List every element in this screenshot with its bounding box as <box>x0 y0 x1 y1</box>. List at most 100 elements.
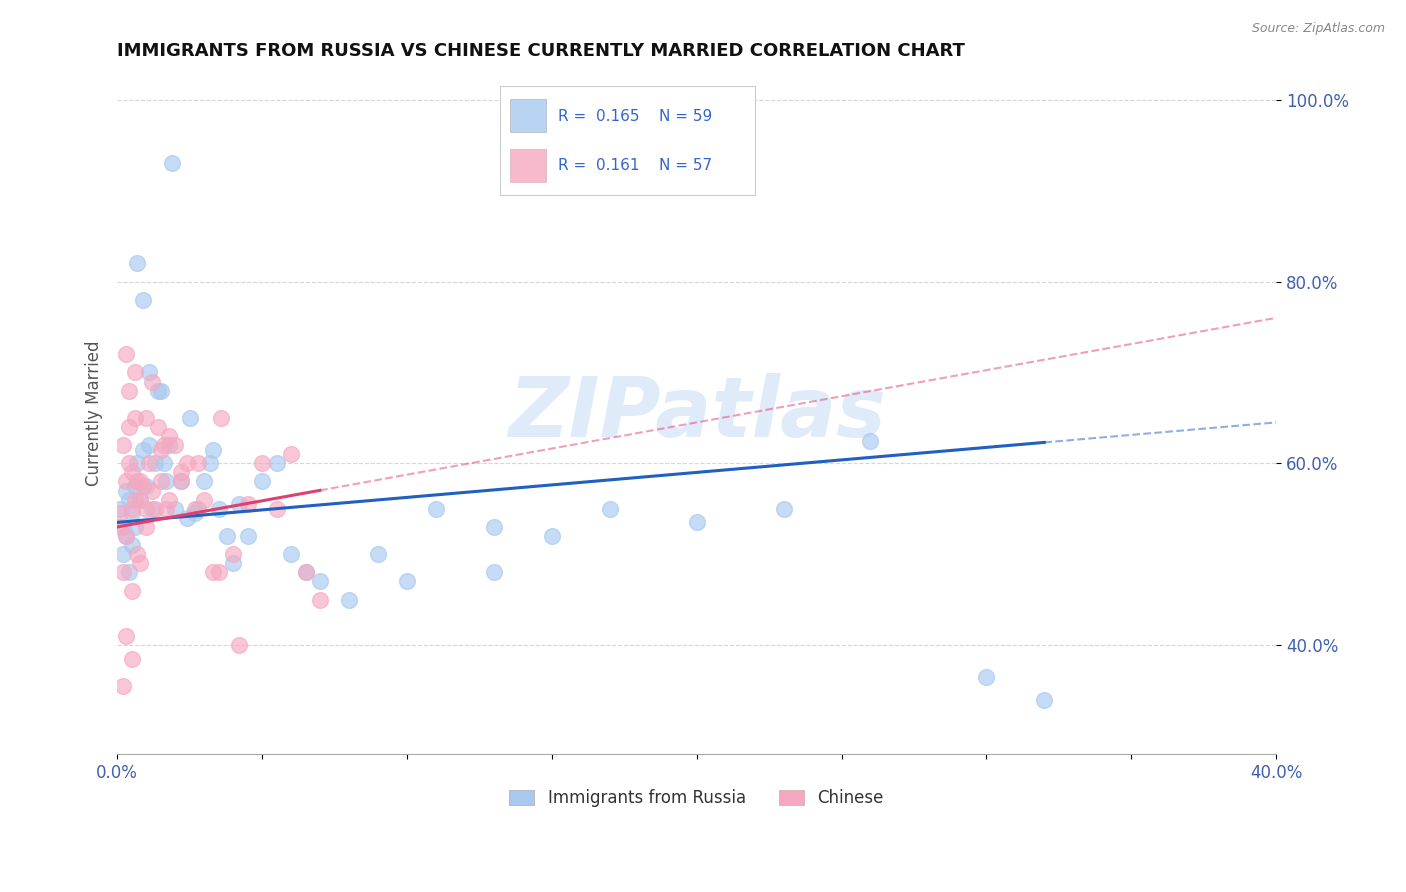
Point <box>149 475 172 489</box>
Point <box>599 501 621 516</box>
Point <box>395 574 418 589</box>
Point <box>236 529 259 543</box>
Point <box>482 520 505 534</box>
Point <box>294 566 316 580</box>
Point <box>201 566 224 580</box>
Point <box>129 557 152 571</box>
Point <box>176 456 198 470</box>
Text: Source: ZipAtlas.com: Source: ZipAtlas.com <box>1251 22 1385 36</box>
Point <box>207 501 229 516</box>
Point <box>111 438 134 452</box>
Point <box>540 529 562 543</box>
Point <box>155 475 177 489</box>
Point <box>337 592 360 607</box>
Point <box>111 566 134 580</box>
Point <box>859 434 882 448</box>
Point <box>250 456 273 470</box>
Point <box>309 574 332 589</box>
Point <box>108 506 131 520</box>
Point <box>367 547 389 561</box>
Point <box>152 456 174 470</box>
Point <box>141 483 163 498</box>
Point <box>207 566 229 580</box>
Point <box>1033 692 1056 706</box>
Point <box>143 501 166 516</box>
Point <box>772 501 794 516</box>
Point <box>118 420 141 434</box>
Legend: Immigrants from Russia, Chinese: Immigrants from Russia, Chinese <box>503 782 890 814</box>
Point <box>132 293 155 307</box>
Point <box>201 442 224 457</box>
Point <box>121 652 143 666</box>
Point <box>482 566 505 580</box>
Point <box>127 256 149 270</box>
Point <box>280 547 302 561</box>
Point <box>129 492 152 507</box>
Point <box>115 483 138 498</box>
Point <box>135 479 157 493</box>
Point <box>309 592 332 607</box>
Point <box>121 466 143 480</box>
Point <box>266 501 288 516</box>
Point <box>118 384 141 398</box>
Point <box>124 479 146 493</box>
Point <box>141 375 163 389</box>
Point <box>165 438 187 452</box>
Point <box>685 516 707 530</box>
Point <box>149 442 172 457</box>
Point <box>170 475 193 489</box>
Point <box>129 475 152 489</box>
Point <box>124 492 146 507</box>
Point <box>121 538 143 552</box>
Point <box>111 547 134 561</box>
Point <box>193 492 215 507</box>
Point <box>266 456 288 470</box>
Point <box>115 347 138 361</box>
Point <box>245 820 267 834</box>
Text: ZIPatlas: ZIPatlas <box>508 373 886 454</box>
Point <box>187 456 209 470</box>
Point <box>217 529 239 543</box>
Point <box>236 497 259 511</box>
Point <box>138 456 160 470</box>
Point <box>222 557 245 571</box>
Point <box>149 384 172 398</box>
Point <box>121 583 143 598</box>
Point <box>211 410 233 425</box>
Point <box>111 679 134 693</box>
Point <box>294 566 316 580</box>
Point <box>141 501 163 516</box>
Point <box>127 475 149 489</box>
Text: IMMIGRANTS FROM RUSSIA VS CHINESE CURRENTLY MARRIED CORRELATION CHART: IMMIGRANTS FROM RUSSIA VS CHINESE CURREN… <box>117 42 965 60</box>
Point <box>179 410 201 425</box>
Point <box>184 506 207 520</box>
Point <box>108 501 131 516</box>
Point <box>115 529 138 543</box>
Point <box>127 456 149 470</box>
Point <box>118 492 141 507</box>
Point <box>146 384 169 398</box>
Point <box>108 520 131 534</box>
Point <box>124 366 146 380</box>
Point <box>228 497 250 511</box>
Point <box>135 410 157 425</box>
Point <box>187 501 209 516</box>
Point <box>138 438 160 452</box>
Point <box>162 156 184 170</box>
Point <box>152 438 174 452</box>
Point <box>280 447 302 461</box>
Point <box>222 547 245 561</box>
Point <box>170 475 193 489</box>
Point <box>157 438 180 452</box>
Point <box>170 466 193 480</box>
Point <box>135 501 157 516</box>
Point <box>157 492 180 507</box>
Y-axis label: Currently Married: Currently Married <box>86 341 103 486</box>
Point <box>425 501 447 516</box>
Point <box>111 520 134 534</box>
Point <box>193 475 215 489</box>
Point <box>115 475 138 489</box>
Point <box>184 501 207 516</box>
Point <box>146 420 169 434</box>
Point <box>157 429 180 443</box>
